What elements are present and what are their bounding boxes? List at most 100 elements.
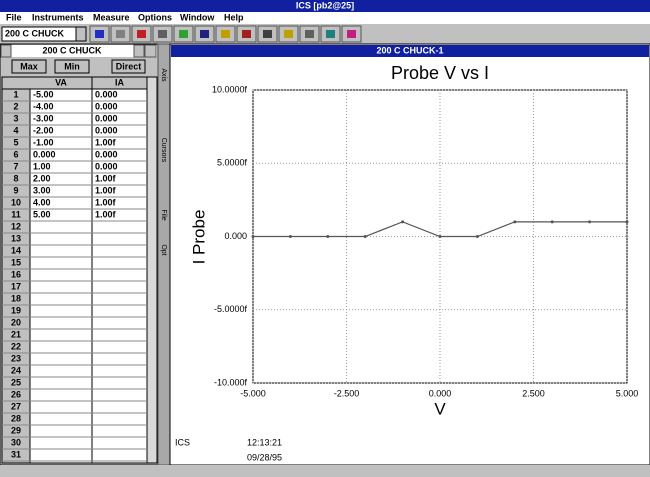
toolbar-icon (95, 30, 104, 38)
footer-source: ICS (175, 437, 190, 447)
toolbar-icon (284, 30, 293, 38)
data-point (475, 235, 479, 238)
table-window-title: 200 C CHUCK (42, 45, 102, 55)
row-number: 7 (13, 161, 18, 171)
row-number: 21 (11, 329, 21, 339)
data-point (550, 220, 554, 224)
data-point (251, 235, 255, 238)
menu-item[interactable]: Window (180, 12, 215, 22)
row-number: 28 (11, 413, 21, 423)
menu-item[interactable]: Options (138, 12, 172, 22)
table-cell: 1.00f (95, 173, 117, 183)
row-number: 18 (11, 293, 21, 303)
table-cell: 0.000 (95, 149, 118, 159)
x-tick-label: -2.500 (334, 388, 360, 398)
side-tab[interactable]: Cursors (160, 138, 167, 163)
table-cell: 1.00 (33, 161, 51, 171)
row-number: 11 (11, 209, 21, 219)
row-number: 23 (11, 353, 21, 363)
toolbar-icon (263, 30, 272, 38)
data-point (326, 235, 330, 238)
table-cell: 5.00 (33, 209, 51, 219)
title-bar (0, 0, 650, 12)
row-number: 15 (11, 257, 21, 267)
table-cell: 0.000 (95, 125, 118, 135)
menu-bar (0, 12, 650, 24)
row-number: 5 (13, 137, 18, 147)
row-number: 3 (13, 113, 18, 123)
minimize-button[interactable] (133, 44, 145, 58)
data-point (625, 220, 629, 224)
row-number: 17 (11, 281, 21, 291)
table-cell: -3.00 (33, 113, 54, 123)
data-point (363, 235, 367, 238)
toolbar-icon (221, 30, 230, 38)
row-number: 22 (11, 341, 21, 351)
data-point (588, 220, 592, 224)
footer-time: 12:13:21 (247, 437, 282, 447)
table-cell: 1.00f (95, 209, 117, 219)
row-number: 19 (11, 305, 21, 315)
table-cell: 0.000 (33, 149, 56, 159)
y-tick-label: 10.0000f (212, 84, 248, 94)
menu-item[interactable]: Help (224, 12, 244, 22)
row-number: 1 (13, 89, 18, 99)
menu-item[interactable]: Measure (93, 12, 130, 22)
side-tab[interactable]: Axis (160, 68, 167, 82)
side-tab[interactable]: Opt (160, 244, 167, 255)
row-number: 9 (13, 185, 18, 195)
data-point (401, 220, 405, 224)
button[interactable] (11, 59, 47, 74)
menu-item[interactable]: Instruments (32, 12, 84, 22)
system-menu[interactable] (0, 44, 12, 58)
button-label[interactable]: Max (20, 61, 38, 71)
y-tick-label: 5.0000f (217, 158, 248, 168)
menu-item[interactable]: File (6, 12, 22, 22)
button[interactable] (54, 59, 90, 74)
table-cell: 1.00f (95, 137, 117, 147)
toolbar-icon (326, 30, 335, 38)
row-number: 16 (11, 269, 21, 279)
row-number: 10 (11, 197, 21, 207)
data-point (288, 235, 292, 238)
chart-window-title: 200 C CHUCK-1 (376, 45, 443, 55)
row-number: 6 (13, 149, 18, 159)
row-number: 4 (13, 125, 18, 135)
row-number: 13 (11, 233, 21, 243)
maximize-button[interactable] (144, 44, 157, 58)
column-header: VA (55, 77, 67, 87)
toolbar-icon (242, 30, 251, 38)
toolbar-icon (200, 30, 209, 38)
table-cell: -2.00 (33, 125, 54, 135)
y-tick-label: 0.000 (224, 231, 247, 241)
chart-window (169, 43, 650, 466)
scrollbar[interactable] (146, 76, 158, 464)
row-number: 29 (11, 425, 21, 435)
chart-window-titlebar (171, 45, 649, 57)
toolbar-icon (347, 30, 356, 38)
data-point (513, 220, 517, 224)
table-header (1, 76, 148, 90)
y-axis-label: I Probe (189, 210, 208, 265)
row-number: 27 (11, 401, 21, 411)
row-number: 14 (11, 245, 21, 255)
table-cell: 1.00f (95, 197, 117, 207)
status-bar (0, 465, 650, 477)
button-label[interactable]: Direct (116, 61, 142, 71)
table-cell: -5.00 (33, 89, 54, 99)
button[interactable] (111, 59, 146, 74)
y-tick-label: -5.0000f (214, 304, 248, 314)
side-tab[interactable]: File (160, 209, 167, 220)
row-number: 31 (11, 449, 21, 459)
combo-text[interactable]: 200 C CHUCK (5, 28, 65, 38)
toolbar-icon (179, 30, 188, 38)
y-tick-label: -10.000f (214, 377, 248, 387)
table-cell: -4.00 (33, 101, 54, 111)
table-cell: 0.000 (95, 113, 118, 123)
button-label[interactable]: Min (64, 61, 80, 71)
combo-arrow[interactable] (75, 26, 87, 42)
x-axis-label: V (434, 399, 446, 418)
table-cell: 4.00 (33, 197, 51, 207)
row-number: 30 (11, 437, 21, 447)
